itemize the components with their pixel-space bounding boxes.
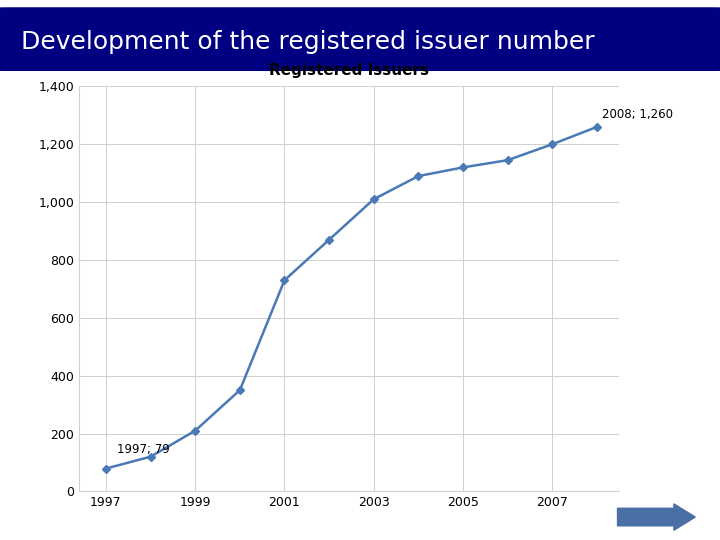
Text: Development of the registered issuer number: Development of the registered issuer num… — [22, 30, 595, 54]
Text: 1997; 79: 1997; 79 — [117, 443, 170, 456]
Title: Registered Issuers: Registered Issuers — [269, 63, 429, 78]
FancyArrow shape — [618, 504, 696, 530]
FancyBboxPatch shape — [0, 8, 720, 70]
Text: 2008; 1,260: 2008; 1,260 — [602, 108, 673, 121]
